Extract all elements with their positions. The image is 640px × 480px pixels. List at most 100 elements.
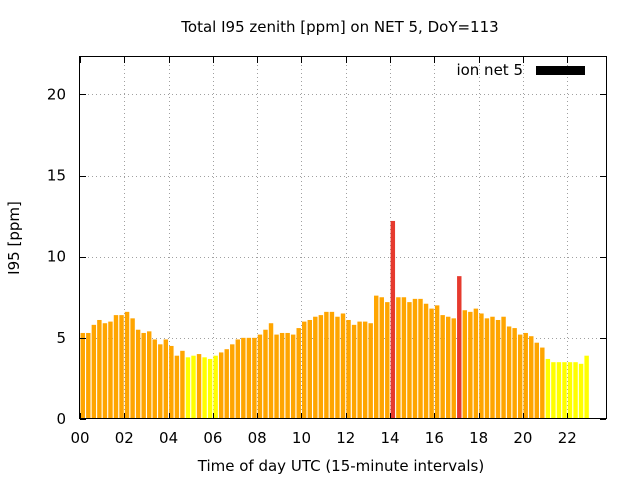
bar bbox=[296, 328, 301, 419]
bar bbox=[268, 323, 274, 419]
y-axis-label: I95 [ppm] bbox=[5, 201, 23, 275]
bar bbox=[263, 329, 268, 419]
y-tick-label: 15 bbox=[47, 167, 66, 185]
bar bbox=[362, 321, 368, 419]
x-tick-label: 00 bbox=[70, 429, 89, 447]
bar bbox=[551, 362, 556, 419]
bar bbox=[324, 311, 329, 419]
legend-label: ion net 5 bbox=[456, 61, 523, 79]
bar bbox=[418, 298, 423, 419]
bar bbox=[578, 363, 584, 419]
x-tick-label: 16 bbox=[425, 429, 444, 447]
x-tick-label: 10 bbox=[292, 429, 311, 447]
bar bbox=[124, 311, 130, 419]
bar bbox=[468, 311, 473, 419]
x-tick-label: 22 bbox=[558, 429, 577, 447]
grid bbox=[80, 57, 606, 419]
x-tick-label: 04 bbox=[159, 429, 178, 447]
bar bbox=[573, 362, 578, 419]
bar bbox=[274, 334, 279, 419]
bar bbox=[351, 324, 357, 419]
bar bbox=[202, 357, 207, 419]
y-axis-ticks: 0 5 10 15 20 bbox=[47, 85, 606, 428]
bar bbox=[490, 316, 495, 419]
bar bbox=[434, 305, 440, 419]
bar bbox=[506, 326, 512, 419]
bar bbox=[495, 319, 501, 419]
bar bbox=[318, 315, 324, 419]
y-tick-label: 10 bbox=[47, 248, 66, 266]
plot-frame bbox=[79, 56, 607, 419]
bar bbox=[368, 323, 373, 419]
bar bbox=[86, 332, 91, 419]
bar bbox=[135, 329, 141, 419]
bar bbox=[523, 332, 528, 419]
bar bbox=[235, 339, 241, 419]
x-tick-label: 14 bbox=[381, 429, 400, 447]
bar bbox=[540, 347, 545, 419]
chart-title: Total I95 zenith [ppm] on NET 5, DoY=113 bbox=[180, 18, 498, 36]
bar bbox=[335, 316, 340, 419]
bar bbox=[213, 355, 218, 419]
bar bbox=[545, 358, 551, 419]
bar bbox=[379, 297, 384, 419]
bar bbox=[473, 308, 479, 419]
y-tick-label: 0 bbox=[56, 410, 66, 428]
bar bbox=[180, 350, 185, 419]
bar bbox=[346, 319, 351, 419]
bar bbox=[191, 355, 196, 419]
bar bbox=[440, 315, 445, 419]
bar bbox=[396, 297, 401, 419]
bar bbox=[252, 337, 257, 419]
bar bbox=[501, 316, 506, 419]
bar bbox=[224, 349, 229, 419]
bar bbox=[307, 319, 312, 419]
x-tick-label: 20 bbox=[513, 429, 532, 447]
bar bbox=[113, 315, 119, 419]
bar bbox=[163, 339, 169, 419]
bar bbox=[374, 295, 379, 419]
bar bbox=[407, 302, 412, 419]
bar bbox=[534, 342, 539, 419]
bar bbox=[285, 332, 290, 419]
bar bbox=[484, 318, 490, 419]
bar bbox=[562, 362, 567, 419]
bar bbox=[385, 302, 390, 419]
bar bbox=[102, 323, 108, 419]
bar bbox=[429, 308, 434, 419]
bar bbox=[512, 328, 517, 419]
bar bbox=[412, 298, 418, 419]
bar bbox=[152, 339, 157, 419]
bar bbox=[174, 355, 180, 419]
bar bbox=[91, 324, 97, 419]
bar bbox=[329, 311, 335, 419]
x-tick-label: 12 bbox=[336, 429, 355, 447]
y-tick-label: 5 bbox=[56, 329, 66, 347]
bar bbox=[313, 316, 318, 419]
bar bbox=[241, 337, 246, 419]
x-tick-label: 02 bbox=[115, 429, 134, 447]
bar bbox=[462, 310, 468, 419]
bar bbox=[207, 358, 213, 419]
x-tick-label: 18 bbox=[469, 429, 488, 447]
legend: ion net 5 bbox=[456, 61, 585, 79]
bar bbox=[556, 362, 562, 419]
bar bbox=[185, 357, 191, 419]
bar bbox=[302, 321, 307, 419]
bar bbox=[246, 337, 252, 419]
bar bbox=[357, 321, 362, 419]
bar bbox=[279, 332, 285, 419]
bar bbox=[169, 345, 174, 419]
bar bbox=[141, 332, 146, 419]
y-tick-label: 20 bbox=[47, 85, 66, 103]
bar bbox=[108, 321, 113, 419]
bar bbox=[529, 336, 534, 419]
bar bbox=[584, 355, 589, 419]
bar bbox=[196, 354, 202, 419]
x-axis-ticks: 00 02 04 06 08 10 12 14 16 18 20 22 bbox=[70, 57, 577, 447]
bar bbox=[147, 331, 152, 419]
bar bbox=[423, 303, 429, 419]
bar bbox=[290, 334, 296, 419]
bar bbox=[457, 276, 462, 419]
